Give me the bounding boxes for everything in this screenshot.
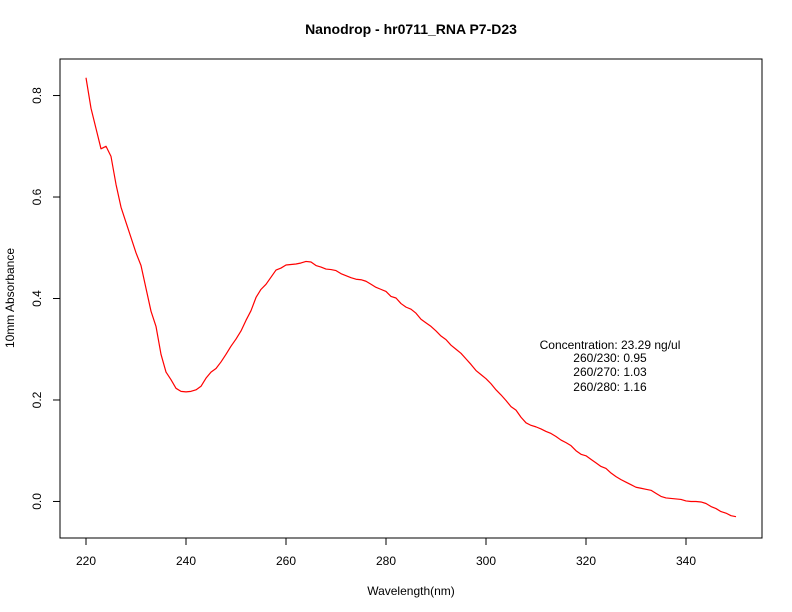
annotation-block: Concentration: 23.29 ng/ul 260/230: 0.95… — [540, 338, 681, 394]
x-axis-label: Wavelength(nm) — [367, 584, 455, 598]
ratio-260-280-annotation: 260/280: 1.16 — [573, 380, 647, 394]
absorbance-line — [85, 77, 737, 518]
x-tick-label: 260 — [276, 554, 296, 568]
x-tick-label: 300 — [476, 554, 496, 568]
y-axis-label: 10mm Absorbance — [3, 248, 17, 348]
x-tick-label: 240 — [176, 554, 196, 568]
y-tick-label: 0.4 — [30, 290, 44, 307]
concentration-annotation: Concentration: 23.29 ng/ul — [540, 338, 681, 352]
y-tick-label: 0.0 — [30, 493, 44, 510]
y-axis: 0.0 0.2 0.4 0.6 0.8 — [30, 87, 61, 510]
x-tick-label: 320 — [576, 554, 596, 568]
x-axis: 220 240 260 280 300 320 340 — [76, 537, 696, 568]
ratio-260-230-annotation: 260/230: 0.95 — [573, 351, 647, 365]
x-tick-label: 220 — [76, 554, 96, 568]
x-tick-label: 280 — [376, 554, 396, 568]
series-layer — [85, 77, 737, 518]
y-tick-label: 0.8 — [30, 87, 44, 104]
y-tick-label: 0.2 — [30, 391, 44, 408]
chart-title: Nanodrop - hr0711_RNA P7-D23 — [305, 21, 517, 37]
ratio-260-270-annotation: 260/270: 1.03 — [573, 365, 647, 379]
y-tick-label: 0.6 — [30, 188, 44, 205]
x-tick-label: 340 — [676, 554, 696, 568]
